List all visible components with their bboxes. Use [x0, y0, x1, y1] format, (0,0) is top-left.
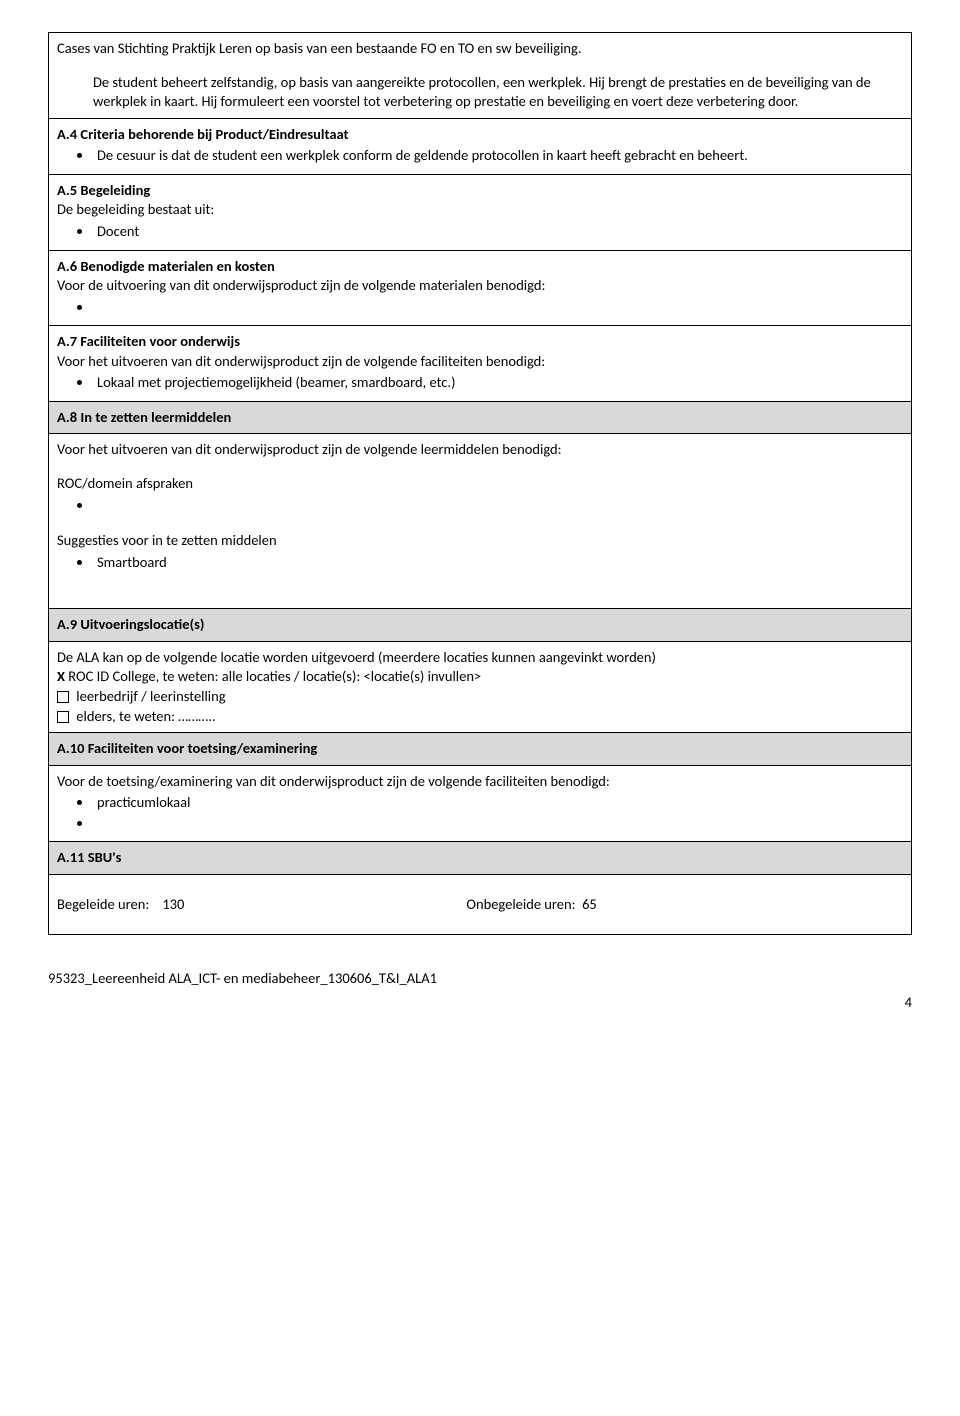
a6-empty-bullet [93, 298, 903, 318]
a10-bullet: practicumlokaal [93, 793, 903, 813]
a10-lead: Voor de toetsing/examinering van dit ond… [57, 772, 903, 792]
a9-opt1: X ROC ID College, te weten: alle locatie… [57, 667, 903, 687]
a9-lead: De ALA kan op de volgende locatie worden… [57, 648, 903, 668]
a11-col1: Begeleide uren: 130 [57, 895, 463, 915]
a4-title: A.4 Criteria behorende bij Product/Eindr… [57, 125, 903, 145]
a9-opt2-text: leerbedrijf / leerinstelling [73, 687, 226, 705]
page-number: 4 [48, 993, 912, 1013]
a7-list: Lokaal met projectiemogelijkheid (beamer… [57, 373, 903, 393]
a9-opt1-prefix: X [57, 667, 65, 685]
a4-list: De cesuur is dat de student een werkplek… [57, 146, 903, 166]
a4-bullet: De cesuur is dat de student een werkplek… [93, 146, 903, 166]
a10-cell: Voor de toetsing/examinering van dit ond… [49, 765, 912, 842]
a9-opt3-row: elders, te weten: ……….. [57, 707, 903, 727]
intro-paragraph: De student beheert zelfstandig, op basis… [57, 73, 903, 112]
a5-cell: A.5 Begeleiding De begeleiding bestaat u… [49, 174, 912, 250]
intro-line1: Cases van Stichting Praktijk Leren op ba… [57, 39, 903, 59]
a7-lead: Voor het uitvoeren van dit onderwijsprod… [57, 352, 903, 372]
a4-cell: A.4 Criteria behorende bij Product/Eindr… [49, 118, 912, 174]
a8-cell: Voor het uitvoeren van dit onderwijsprod… [49, 434, 912, 609]
a11-col2: Onbegeleide uren: 65 [466, 895, 872, 915]
checkbox-icon[interactable] [57, 691, 69, 703]
a6-cell: A.6 Benodigde materialen en kosten Voor … [49, 250, 912, 326]
a8-list2: Smartboard [57, 553, 903, 573]
a6-title: A.6 Benodigde materialen en kosten [57, 257, 903, 277]
footer-text: 95323_Leereenheid ALA_ICT- en mediabehee… [48, 969, 912, 989]
a11-col1-label: Begeleide uren: [57, 895, 149, 913]
a8-header: A.8 In te zetten leermiddelen [49, 401, 912, 434]
a5-title: A.5 Begeleiding [57, 181, 903, 201]
a8-empty-bullet [93, 496, 903, 516]
a6-list [57, 298, 903, 318]
a9-opt1-text: ROC ID College, te weten: alle locaties … [65, 667, 481, 685]
a9-cell: De ALA kan op de volgende locatie worden… [49, 641, 912, 732]
intro-cell: Cases van Stichting Praktijk Leren op ba… [49, 33, 912, 119]
a10-empty-bullet [93, 814, 903, 834]
a7-cell: A.7 Faciliteiten voor onderwijs Voor het… [49, 326, 912, 402]
a11-header: A.11 SBU's [49, 842, 912, 875]
a7-bullet: Lokaal met projectiemogelijkheid (beamer… [93, 373, 903, 393]
a9-opt3-text: elders, te weten: ……….. [73, 707, 216, 725]
a5-list: Docent [57, 222, 903, 242]
a9-opt2-row: leerbedrijf / leerinstelling [57, 687, 903, 707]
a8-list1 [57, 496, 903, 516]
checkbox-icon[interactable] [57, 711, 69, 723]
a8-sub2: Suggesties voor in te zetten middelen [57, 531, 903, 551]
a10-header: A.10 Faciliteiten voor toetsing/examiner… [49, 733, 912, 766]
document-table: Cases van Stichting Praktijk Leren op ba… [48, 32, 912, 935]
a5-bullet: Docent [93, 222, 903, 242]
a7-title: A.7 Faciliteiten voor onderwijs [57, 332, 903, 352]
a10-list: practicumlokaal [57, 793, 903, 833]
a9-header: A.9 Uitvoeringslocatie(s) [49, 609, 912, 642]
a11-col2-value: 65 [582, 895, 597, 913]
a8-sub1: ROC/domein afspraken [57, 474, 903, 494]
a8-bullet: Smartboard [93, 553, 903, 573]
a11-col2-label: Onbegeleide uren: [466, 895, 575, 913]
a5-lead: De begeleiding bestaat uit: [57, 200, 903, 220]
a8-lead: Voor het uitvoeren van dit onderwijsprod… [57, 440, 903, 460]
a11-col1-value: 130 [162, 895, 184, 913]
a6-lead: Voor de uitvoering van dit onderwijsprod… [57, 276, 903, 296]
a11-cell: Begeleide uren: 130 Onbegeleide uren: 65 [49, 874, 912, 935]
